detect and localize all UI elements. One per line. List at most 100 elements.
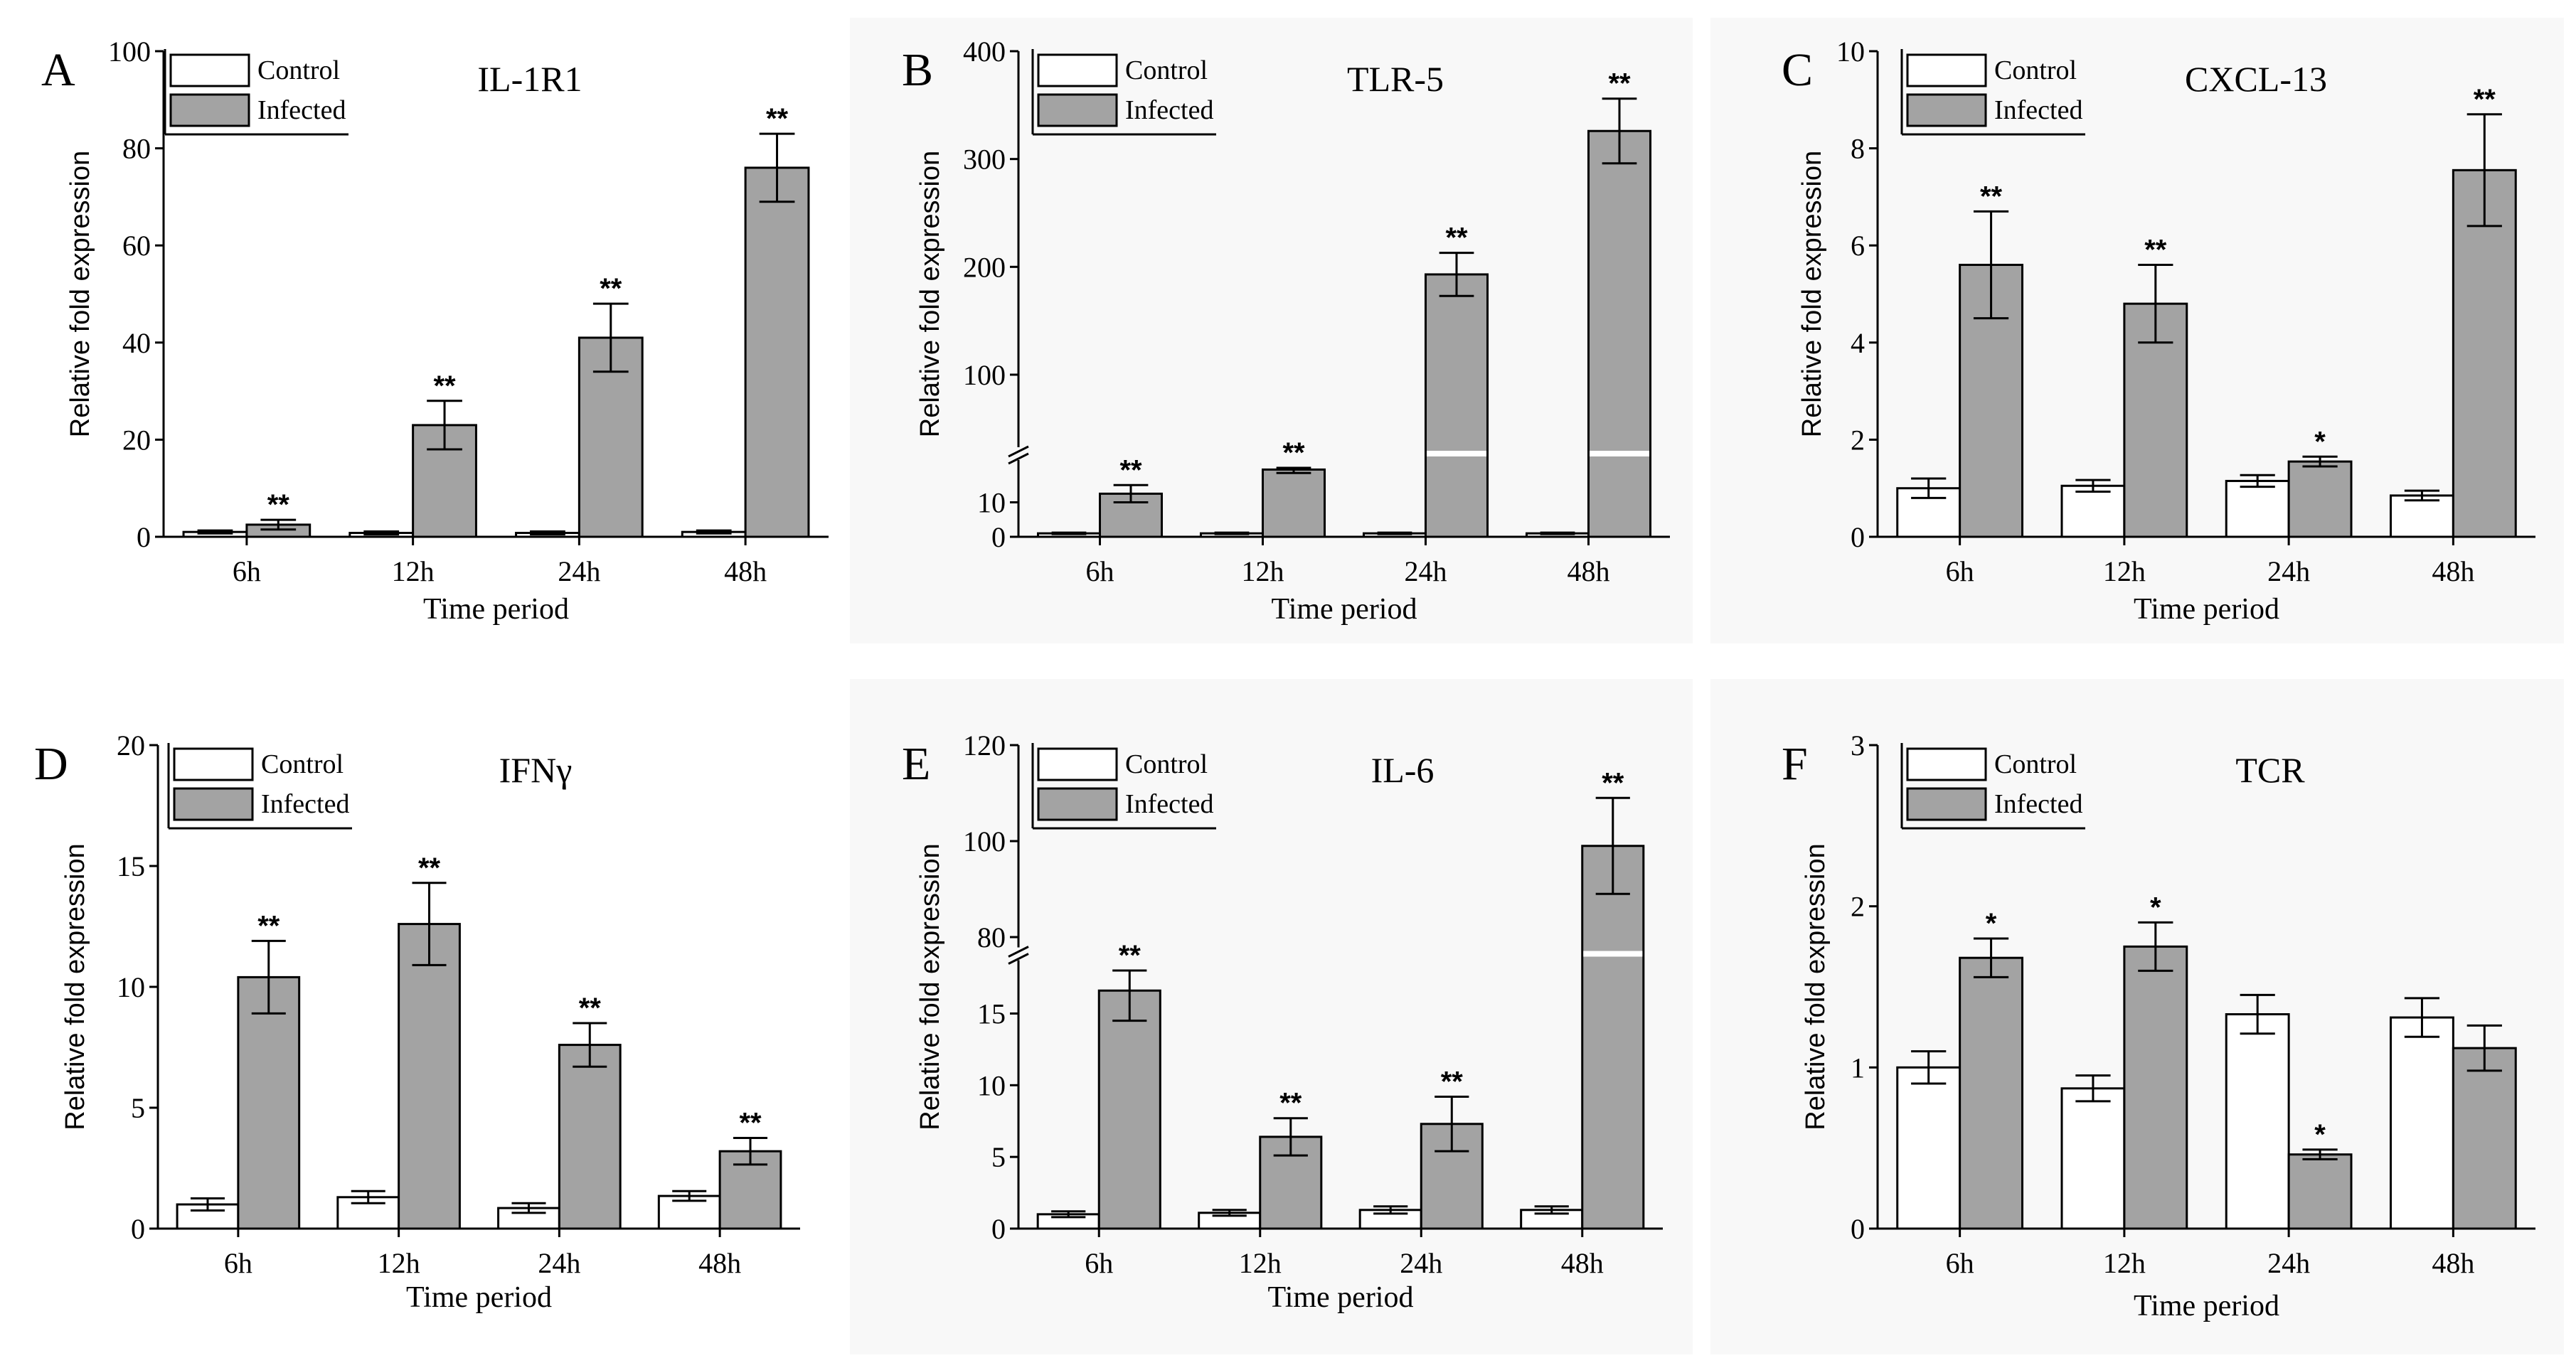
x-axis-label: Time period	[2134, 1290, 2279, 1322]
y-tick-label: 4	[1851, 327, 1865, 359]
x-axis-label: Time period	[1268, 1281, 1414, 1314]
x-tick-label: 24h	[538, 1247, 580, 1279]
panel-letter: E	[902, 738, 930, 790]
panel-background	[850, 18, 1693, 643]
y-tick-label: 120	[963, 729, 1006, 761]
significance-marker: **	[579, 993, 602, 1024]
y-tick-label: 0	[991, 521, 1006, 553]
panel-c: 0 2 4 6 8 10 6h ** 12h ** 24h * 48h ** Control Infected…	[1710, 18, 2564, 643]
significance-marker: **	[1980, 181, 2003, 212]
significance-marker: **	[418, 852, 441, 884]
legend: Control Infected	[167, 743, 352, 830]
x-tick-label: 48h	[1561, 1247, 1604, 1279]
y-tick-label: 10	[117, 971, 145, 1003]
y-tick-label: 100	[108, 36, 151, 68]
legend-label: Infected	[257, 95, 346, 125]
significance-marker: **	[2144, 235, 2167, 266]
x-tick-label: 48h	[1568, 555, 1610, 587]
y-tick-label: 40	[122, 327, 151, 359]
y-tick-label: 300	[963, 144, 1006, 176]
y-axis-label: Relative fold expression	[1797, 151, 1827, 437]
x-tick-label: 24h	[1400, 1247, 1442, 1279]
y-axis-label: Relative fold expression	[915, 151, 945, 437]
significance-marker: **	[1602, 767, 1624, 798]
y-tick-label: 0	[137, 521, 151, 553]
legend-swatch-infected	[173, 787, 254, 821]
bar-control-48h	[2390, 494, 2454, 538]
significance-marker: **	[267, 489, 290, 520]
bar-infected-48h	[1587, 129, 1652, 538]
chart-title: IFNγ	[499, 750, 573, 790]
y-tick-label: 1	[1851, 1052, 1865, 1084]
legend: Control Infected	[1031, 743, 1216, 830]
bar-infected-24h	[2287, 460, 2353, 538]
chart-title: CXCL-13	[2185, 59, 2327, 99]
y-tick-label: 20	[122, 424, 151, 456]
y-tick-label: 15	[117, 850, 145, 882]
legend-label: Control	[257, 55, 340, 85]
legend: Control Infected	[1900, 49, 2085, 136]
legend-swatch-infected	[1037, 93, 1118, 127]
bar-control-6h	[1896, 1066, 1962, 1230]
x-tick-label: 24h	[1405, 555, 1447, 587]
y-tick-label: 0	[1851, 1213, 1865, 1245]
legend-label: Infected	[1125, 95, 1213, 125]
x-tick-label: 48h	[2432, 555, 2474, 587]
significance-marker: **	[600, 273, 622, 304]
legend-label: Infected	[1994, 95, 2082, 125]
significance-marker: **	[257, 910, 280, 941]
axis-break-mark	[1008, 452, 1029, 465]
chart-title: IL-1R1	[477, 59, 582, 99]
y-tick-label: 0	[1851, 521, 1865, 553]
legend-swatch-infected	[1906, 787, 1987, 821]
significance-marker: **	[766, 103, 789, 134]
x-tick-label: 6h	[1946, 1247, 1974, 1279]
x-tick-label: 48h	[698, 1247, 741, 1279]
y-axis-label: Relative fold expression	[60, 843, 90, 1130]
legend-swatch-infected	[169, 93, 250, 127]
significance-marker: **	[1608, 68, 1631, 100]
y-tick-label: 10	[977, 1069, 1006, 1101]
legend-swatch-control	[1037, 53, 1118, 87]
legend-label: Infected	[1125, 789, 1213, 819]
y-tick-label: 20	[117, 729, 145, 761]
legend-label: Control	[1994, 55, 2077, 85]
significance-marker: **	[1282, 437, 1305, 469]
y-tick-label: 100	[963, 359, 1006, 391]
y-tick-label: 0	[131, 1213, 145, 1245]
panel-letter: F	[1782, 738, 1808, 790]
bar-control-12h	[2060, 484, 2126, 538]
x-tick-label: 24h	[558, 555, 600, 587]
bar-break-band	[1427, 451, 1487, 456]
legend-swatch-control	[1037, 747, 1118, 781]
legend-label: Infected	[261, 789, 349, 819]
x-tick-label: 6h	[224, 1247, 252, 1279]
legend-swatch-control	[1906, 53, 1987, 87]
legend: Control Infected	[1031, 49, 1216, 136]
legend-swatch-control	[173, 747, 254, 781]
x-axis-label: Time period	[2134, 593, 2279, 626]
x-tick-label: 12h	[392, 555, 435, 587]
bar-infected-6h	[1959, 956, 2023, 1230]
bar-infected-48h	[1581, 845, 1645, 1230]
y-tick-label: 3	[1851, 729, 1865, 761]
y-tick-label: 100	[963, 825, 1006, 857]
significance-marker: *	[1986, 908, 1997, 939]
bar-infected-24h	[558, 1044, 622, 1230]
significance-marker: *	[2150, 892, 2161, 923]
panel-background	[850, 679, 1693, 1354]
significance-marker: **	[1119, 454, 1142, 486]
panel-letter: B	[902, 44, 933, 96]
legend: Control Infected	[1900, 743, 2085, 830]
y-tick-label: 5	[991, 1141, 1006, 1173]
legend-label: Control	[1994, 749, 2077, 779]
bar-infected-48h	[2452, 1047, 2517, 1230]
legend-swatch-infected	[1037, 787, 1118, 821]
chart-title: TLR-5	[1347, 59, 1444, 99]
legend: Control Infected	[164, 49, 348, 136]
bar-infected-12h	[2123, 945, 2188, 1230]
bar-infected-12h	[398, 923, 461, 1230]
significance-marker: *	[2314, 1119, 2326, 1150]
significance-marker: *	[2314, 426, 2326, 457]
y-tick-label: 5	[131, 1092, 145, 1124]
